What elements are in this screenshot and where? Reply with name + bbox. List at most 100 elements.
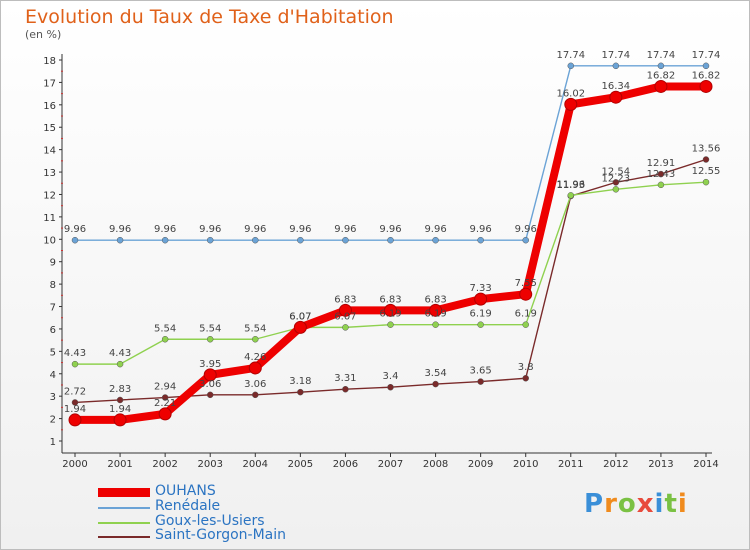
data-label: 12.23	[602, 173, 631, 184]
data-point	[432, 321, 439, 328]
data-point	[477, 378, 484, 385]
data-label: 9.96	[515, 224, 537, 235]
data-point	[384, 303, 397, 317]
x-tick-label: 2000	[62, 459, 87, 470]
legend-label: OUHANS	[155, 483, 216, 499]
data-label: 6.19	[515, 309, 537, 320]
x-tick-label: 2004	[243, 459, 268, 470]
data-label: 17.74	[647, 50, 676, 61]
data-point	[699, 79, 713, 93]
data-point	[113, 413, 127, 427]
data-label: 12.54	[602, 166, 631, 177]
data-label: 1.94	[109, 404, 131, 415]
x-tick-label: 2003	[197, 459, 222, 470]
data-label: 4.26	[244, 352, 266, 363]
data-label: 6.07	[334, 311, 356, 322]
y-tick-label: 7	[50, 303, 56, 314]
data-label: 6.07	[289, 311, 311, 322]
data-label: 6.19	[424, 309, 446, 320]
data-label: 3.06	[244, 379, 266, 390]
y-tick-label: 2	[50, 415, 56, 426]
data-label: 11.93	[556, 180, 585, 191]
legend-swatch	[98, 507, 150, 509]
data-point	[206, 236, 214, 244]
data-point	[68, 413, 82, 427]
data-point	[387, 383, 394, 391]
y-tick-label: 15	[43, 123, 56, 134]
x-tick-label: 2009	[468, 459, 493, 470]
data-label: 7.55	[515, 278, 537, 289]
y-tick-label: 18	[43, 56, 56, 67]
y-tick-label: 17	[43, 78, 56, 89]
data-label: 4.43	[64, 348, 86, 359]
data-label: 5.54	[154, 323, 176, 334]
y-tick-label: 8	[50, 280, 56, 291]
data-point	[158, 407, 172, 421]
data-label: 17.74	[602, 50, 631, 61]
data-point	[612, 186, 620, 193]
data-label: 9.96	[379, 224, 401, 235]
data-label: 3.8	[518, 362, 534, 373]
data-label: 9.96	[424, 224, 446, 235]
data-point	[387, 236, 394, 244]
data-point	[432, 380, 439, 388]
legend-swatch	[98, 536, 150, 538]
data-point	[522, 321, 529, 328]
x-tick-label: 2011	[558, 459, 583, 470]
data-label: 9.96	[289, 224, 311, 235]
data-point	[522, 374, 529, 382]
data-point	[297, 388, 304, 396]
data-label: 9.96	[244, 224, 266, 235]
data-point	[161, 394, 169, 401]
data-label: 16.02	[556, 88, 585, 99]
data-label: 13.56	[692, 144, 721, 155]
data-label: 9.96	[334, 224, 356, 235]
y-tick-label: 14	[43, 146, 56, 157]
data-label: 4.43	[109, 348, 131, 359]
x-tick-label: 2014	[693, 459, 718, 470]
x-tick-label: 2010	[513, 459, 538, 470]
data-point	[612, 179, 620, 186]
data-label: 6.19	[379, 309, 401, 320]
x-tick-label: 2013	[648, 459, 673, 470]
data-point	[297, 236, 304, 244]
data-label: 16.34	[602, 81, 631, 92]
y-tick-label: 5	[50, 347, 56, 358]
data-point	[293, 320, 307, 334]
data-point	[657, 181, 665, 189]
data-label: 3.65	[470, 366, 492, 377]
data-label: 3.54	[424, 368, 446, 379]
data-point	[71, 236, 79, 244]
data-label: 6.83	[424, 294, 446, 305]
data-point	[657, 170, 665, 178]
data-label: 9.96	[109, 224, 131, 235]
series-line-2	[74, 181, 707, 365]
x-tick-label: 2001	[107, 459, 132, 470]
data-label: 3.31	[334, 373, 356, 384]
x-tick-label: 2005	[288, 459, 313, 470]
data-point	[387, 321, 394, 328]
y-tick-label: 13	[43, 168, 56, 179]
x-tick-label: 2002	[152, 459, 177, 470]
data-point	[567, 62, 575, 70]
data-label: 11.96	[556, 179, 585, 190]
series-line-3	[74, 158, 707, 404]
data-point	[522, 236, 529, 244]
data-point	[654, 79, 668, 93]
data-label: 5.54	[244, 323, 266, 334]
data-label: 6.83	[334, 294, 356, 305]
data-label: 3.18	[289, 376, 311, 387]
data-label: 16.82	[647, 70, 676, 81]
legend-label: Renédale	[155, 498, 221, 514]
data-point	[248, 361, 262, 375]
legend-label: Saint-Gorgon-Main	[155, 527, 287, 543]
data-label: 6.19	[470, 309, 492, 320]
data-labels: 9.96 9.96 9.96 9.96 9.96 9.96 9.96 9.96 9.96 9.96…	[64, 50, 720, 415]
data-label: 9.96	[470, 224, 492, 235]
x-tick-label: 2012	[603, 459, 628, 470]
y-tick-label: 9	[50, 258, 56, 269]
data-label: 6.83	[379, 294, 401, 305]
data-point	[161, 236, 169, 244]
data-point	[71, 360, 79, 368]
